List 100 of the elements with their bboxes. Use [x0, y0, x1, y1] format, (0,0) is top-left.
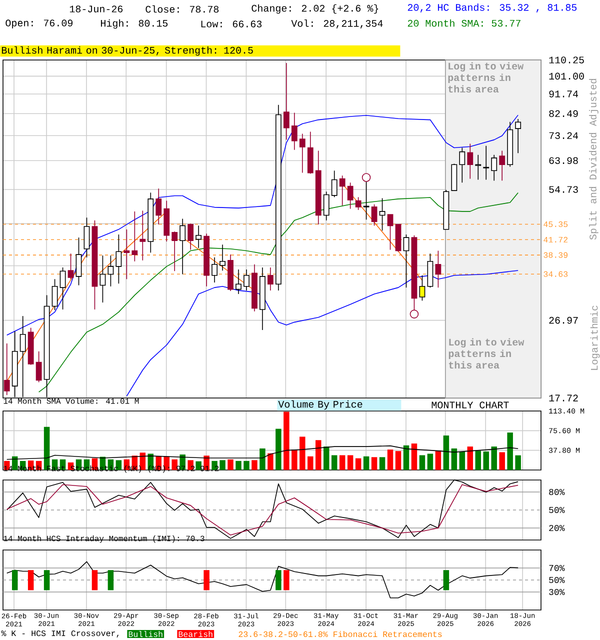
- bar: [339, 455, 346, 470]
- candlestick: [188, 223, 194, 250]
- text: Change: 2.02 {+2.6 %}: [252, 4, 378, 14]
- bar: [300, 436, 306, 470]
- bar: [363, 456, 370, 470]
- bar: [451, 448, 458, 470]
- candlestick: [108, 255, 114, 287]
- candlestick: [268, 267, 274, 291]
- candlestick: [116, 234, 122, 284]
- y-tick-label: 80%: [549, 488, 565, 496]
- bar: [483, 451, 489, 470]
- candlestick: [132, 211, 138, 262]
- candlestick: [515, 118, 522, 154]
- candlestick: [68, 253, 74, 280]
- candlestick: [331, 170, 338, 198]
- candlestick: [236, 269, 242, 294]
- y-tick-label: 54.73: [549, 186, 578, 193]
- text: Close: 78.78: [146, 5, 219, 13]
- y-tick-label: 91.74: [549, 90, 578, 98]
- candlestick: [124, 229, 130, 280]
- bar: [411, 444, 418, 470]
- candlestick: [355, 196, 362, 210]
- bar: [276, 428, 282, 470]
- y-axis-title: Split and Dividend Adjusted: [589, 78, 598, 240]
- bar: [475, 450, 482, 470]
- y-tick-label: 26.97: [549, 316, 578, 324]
- bar: [427, 454, 434, 470]
- chart-title: 14 Month SMA Volume: 41.01 M: [4, 398, 139, 404]
- y-tick-label: 30%: [549, 588, 565, 596]
- candlestick: [475, 154, 482, 180]
- candlestick: [100, 255, 106, 303]
- ref-line-label: 34.63: [544, 271, 568, 277]
- text: MONTHLY CHART: [432, 402, 509, 408]
- y-tick-label: 20%: [549, 524, 565, 532]
- bar: [268, 453, 274, 470]
- bar: [323, 446, 330, 470]
- bar: [196, 461, 202, 470]
- line-series: [6, 114, 518, 336]
- bar: [515, 455, 521, 470]
- ref-line-label: 45.35: [544, 221, 568, 228]
- bar: [140, 452, 146, 470]
- candlestick: [4, 343, 10, 396]
- text: Bearish: [178, 630, 212, 638]
- bar: [228, 459, 234, 470]
- bar: [491, 446, 497, 470]
- candlestick: [156, 188, 162, 225]
- bar: [459, 451, 466, 470]
- text: 20 Month SMA: 53.77: [408, 19, 520, 27]
- bar: [435, 450, 442, 470]
- bar: [331, 455, 338, 470]
- candlestick: [347, 182, 354, 210]
- candlestick: [180, 218, 186, 275]
- candlestick: [60, 267, 66, 310]
- candlestick: [212, 257, 218, 283]
- bar: [395, 451, 402, 470]
- text: 23.6-38.2-50-61.8% Fibonacci Retracements: [238, 630, 442, 638]
- bar: [316, 440, 322, 470]
- ref-line-label: 41.72: [544, 236, 568, 242]
- bar: [252, 460, 258, 470]
- candlestick: [403, 234, 410, 288]
- annotation: Log in to view patterns in this area: [448, 338, 524, 369]
- bar: [260, 448, 266, 470]
- line-series: [6, 561, 518, 598]
- text: Logarithmic: [590, 306, 600, 370]
- bar: [220, 460, 226, 470]
- y-tick-label: 101.00: [549, 72, 584, 80]
- y-tick-label: 73.24: [549, 132, 578, 140]
- text: 18-Jun-26: [70, 6, 123, 12]
- candlestick: [499, 150, 506, 182]
- candlestick: [371, 204, 378, 226]
- candlestick: [84, 217, 90, 258]
- candlestick: [283, 62, 290, 140]
- bar: [467, 446, 474, 470]
- band-label: Log in to view patterns in this area: [448, 62, 524, 93]
- candlestick: [172, 231, 178, 272]
- y-tick-label: 110.25: [549, 56, 584, 64]
- text: Low: 66.63: [201, 20, 262, 28]
- bar: [355, 458, 362, 470]
- candlestick: [339, 175, 346, 206]
- candlestick: [483, 145, 490, 180]
- candlestick: [244, 269, 250, 291]
- candlestick: [196, 225, 202, 248]
- candlestick: [299, 133, 306, 174]
- y-tick-label: 70%: [549, 564, 565, 572]
- bar: [499, 452, 505, 470]
- text: Vol: 28,211,354: [291, 19, 383, 28]
- bar: [419, 455, 426, 470]
- bar: [347, 455, 354, 470]
- y-tick-label: 17.72: [549, 394, 578, 402]
- bar: [244, 460, 250, 470]
- candlestick: [140, 210, 146, 261]
- candlestick: [52, 278, 58, 311]
- candlestick: [323, 191, 330, 221]
- bar: [443, 436, 450, 470]
- candlestick: [387, 214, 394, 250]
- candlestick: [379, 198, 386, 232]
- bar: [371, 457, 378, 470]
- candlestick: [220, 244, 226, 271]
- bar: [284, 412, 290, 470]
- candlestick: [76, 237, 82, 286]
